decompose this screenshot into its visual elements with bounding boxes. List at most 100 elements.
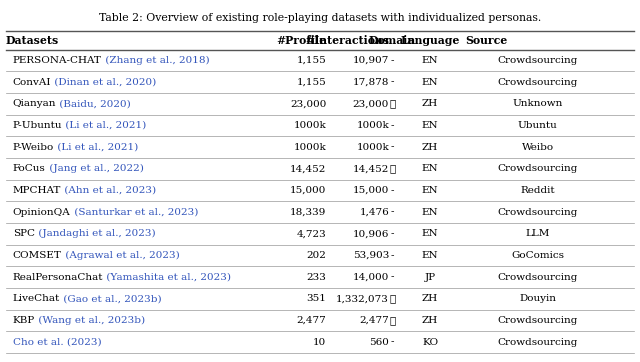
Text: 15,000: 15,000	[353, 186, 389, 195]
Text: Crowdsourcing: Crowdsourcing	[497, 273, 578, 282]
Text: ✓: ✓	[389, 316, 396, 325]
Text: ✓: ✓	[389, 294, 396, 303]
Text: ZH: ZH	[422, 99, 438, 108]
Text: (Yamashita et al., 2023): (Yamashita et al., 2023)	[103, 273, 231, 282]
Text: 351: 351	[307, 294, 326, 303]
Text: ZH: ZH	[422, 143, 438, 152]
Text: #Interactions: #Interactions	[305, 35, 389, 46]
Text: 53,903: 53,903	[353, 251, 389, 260]
Text: 1,155: 1,155	[297, 77, 326, 87]
Text: JP: JP	[424, 273, 436, 282]
Text: 1000k: 1000k	[294, 143, 326, 152]
Text: 1000k: 1000k	[356, 143, 389, 152]
Text: 17,878: 17,878	[353, 77, 389, 87]
Text: -: -	[390, 207, 394, 216]
Text: (Li et al., 2021): (Li et al., 2021)	[54, 143, 138, 152]
Text: #Profile: #Profile	[276, 35, 326, 46]
Text: EN: EN	[422, 121, 438, 130]
Text: -: -	[390, 56, 394, 65]
Text: Crowdsourcing: Crowdsourcing	[497, 316, 578, 325]
Text: 10,906: 10,906	[353, 229, 389, 238]
Text: 14,452: 14,452	[290, 164, 326, 173]
Text: PERSONA-CHAT: PERSONA-CHAT	[13, 56, 102, 65]
Text: -: -	[390, 273, 394, 282]
Text: Crowdsourcing: Crowdsourcing	[497, 77, 578, 87]
Text: P-Ubuntu: P-Ubuntu	[13, 121, 62, 130]
Text: SPC: SPC	[13, 229, 35, 238]
Text: Language: Language	[401, 35, 460, 46]
Text: EN: EN	[422, 229, 438, 238]
Text: 202: 202	[307, 251, 326, 260]
Text: (Agrawal et al., 2023): (Agrawal et al., 2023)	[61, 251, 179, 260]
Text: Crowdsourcing: Crowdsourcing	[497, 207, 578, 216]
Text: -: -	[390, 143, 394, 152]
Text: RealPersonaChat: RealPersonaChat	[13, 273, 103, 282]
Text: Weibo: Weibo	[522, 143, 554, 152]
Text: (Jang et al., 2022): (Jang et al., 2022)	[45, 164, 143, 173]
Text: (Wang et al., 2023b): (Wang et al., 2023b)	[35, 316, 145, 325]
Text: 23,000: 23,000	[353, 99, 389, 108]
Text: LiveChat: LiveChat	[13, 294, 60, 303]
Text: EN: EN	[422, 207, 438, 216]
Text: KO: KO	[422, 338, 438, 347]
Text: ✓: ✓	[389, 164, 396, 173]
Text: Table 2: Overview of existing role-playing datasets with individualized personas: Table 2: Overview of existing role-playi…	[99, 13, 541, 23]
Text: EN: EN	[422, 56, 438, 65]
Text: Ubuntu: Ubuntu	[518, 121, 557, 130]
Text: 233: 233	[307, 273, 326, 282]
Text: Cho et al. (2023): Cho et al. (2023)	[13, 338, 101, 347]
Text: (Ahn et al., 2023): (Ahn et al., 2023)	[61, 186, 156, 195]
Text: EN: EN	[422, 164, 438, 173]
Text: -: -	[390, 186, 394, 195]
Text: -: -	[390, 77, 394, 87]
Text: ✓: ✓	[389, 99, 396, 108]
Text: 14,452: 14,452	[353, 164, 389, 173]
Text: (Baidu, 2020): (Baidu, 2020)	[56, 99, 131, 108]
Text: -: -	[390, 338, 394, 347]
Text: OpinionQA: OpinionQA	[13, 207, 70, 216]
Text: (Santurkar et al., 2023): (Santurkar et al., 2023)	[70, 207, 198, 216]
Text: 1,155: 1,155	[297, 56, 326, 65]
Text: ConvAI: ConvAI	[13, 77, 51, 87]
Text: 2,477: 2,477	[297, 316, 326, 325]
Text: (Jandaghi et al., 2023): (Jandaghi et al., 2023)	[35, 229, 156, 238]
Text: 1,332,073: 1,332,073	[336, 294, 389, 303]
Text: 15,000: 15,000	[290, 186, 326, 195]
Text: Crowdsourcing: Crowdsourcing	[497, 338, 578, 347]
Text: 1000k: 1000k	[294, 121, 326, 130]
Text: (Li et al., 2021): (Li et al., 2021)	[62, 121, 147, 130]
Text: Crowdsourcing: Crowdsourcing	[497, 164, 578, 173]
Text: Reddit: Reddit	[520, 186, 555, 195]
Text: P-Weibo: P-Weibo	[13, 143, 54, 152]
Text: LLM: LLM	[525, 229, 550, 238]
Text: COMSET: COMSET	[13, 251, 61, 260]
Text: 14,000: 14,000	[353, 273, 389, 282]
Text: KBP: KBP	[13, 316, 35, 325]
Text: GoComics: GoComics	[511, 251, 564, 260]
Text: 18,339: 18,339	[290, 207, 326, 216]
Text: -: -	[390, 251, 394, 260]
Text: 4,723: 4,723	[297, 229, 326, 238]
Text: ZH: ZH	[422, 294, 438, 303]
Text: EN: EN	[422, 77, 438, 87]
Text: -: -	[390, 229, 394, 238]
Text: Qianyan: Qianyan	[13, 99, 56, 108]
Text: Crowdsourcing: Crowdsourcing	[497, 56, 578, 65]
Text: -: -	[390, 121, 394, 130]
Text: Douyin: Douyin	[519, 294, 556, 303]
Text: FoCus: FoCus	[13, 164, 45, 173]
Text: 23,000: 23,000	[290, 99, 326, 108]
Text: 1000k: 1000k	[356, 121, 389, 130]
Text: EN: EN	[422, 186, 438, 195]
Text: MPCHAT: MPCHAT	[13, 186, 61, 195]
Text: Unknown: Unknown	[513, 99, 563, 108]
Text: 1,476: 1,476	[360, 207, 389, 216]
Text: (Dinan et al., 2020): (Dinan et al., 2020)	[51, 77, 157, 87]
Text: 2,477: 2,477	[360, 316, 389, 325]
Text: ZH: ZH	[422, 316, 438, 325]
Text: 10,907: 10,907	[353, 56, 389, 65]
Text: Domain: Domain	[369, 35, 416, 46]
Text: Source: Source	[465, 35, 508, 46]
Text: (Zhang et al., 2018): (Zhang et al., 2018)	[102, 56, 209, 65]
Text: 10: 10	[313, 338, 326, 347]
